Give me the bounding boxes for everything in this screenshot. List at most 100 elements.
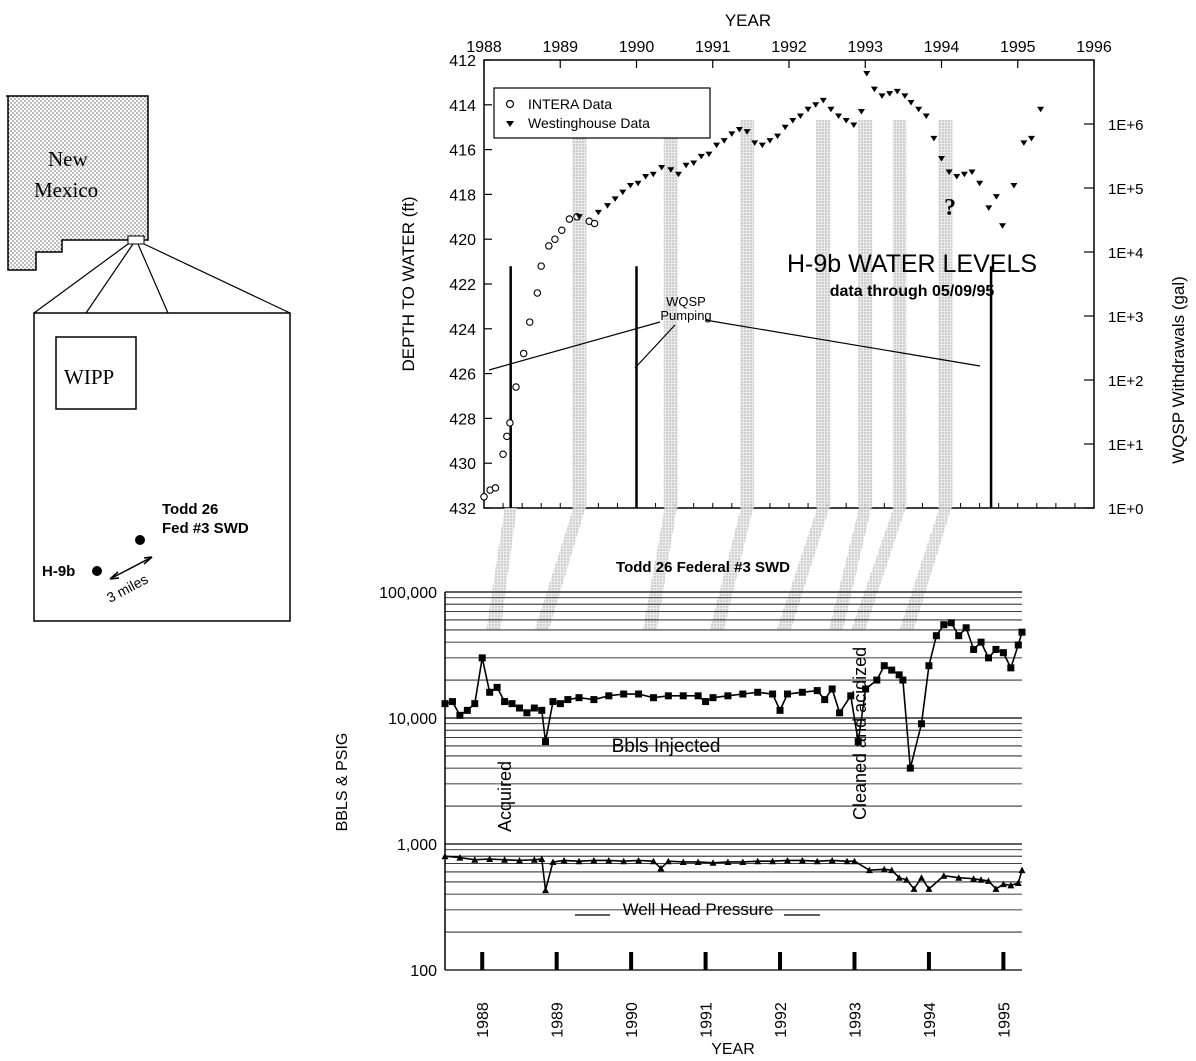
bottom-x-axis-title: YEAR [711,1041,755,1058]
bottom-y-tick-label: 1,000 [397,837,437,854]
inset-connector-line [33,243,129,314]
westinghouse-point [863,70,871,77]
westinghouse-point [827,106,835,113]
pumping-pointer [704,319,981,367]
bottom-y-axis-title: BBLS & PSIG [334,733,351,832]
well-head-pressure-point [739,858,747,865]
cleaned-label: Cleaned and acidized [850,647,870,820]
correlation-band [816,120,831,508]
well-head-pressure-point [850,857,858,865]
chart-correlation-links [486,508,952,630]
westinghouse-point [611,196,619,202]
intera-point [519,349,528,358]
bbls-injected-point [798,688,806,696]
correlation-band [740,120,755,508]
well-head-pressure-point [925,885,933,892]
westinghouse-point [594,209,602,216]
well-head-pressure-point [828,856,836,864]
pumping-correlation-bands [572,120,953,508]
correlation-link-band [851,508,906,630]
distance-arrow [109,556,153,580]
top-x-tick-label: 1991 [695,39,731,56]
bbls-injected-point [970,645,978,653]
bbls-injected-point [463,706,471,714]
bbls-injected-point [635,690,643,698]
westinghouse-point [907,100,915,106]
bbls-injected-point [1014,641,1022,649]
top-x-tick-labels: 1988 1989 1990 1991 1992 1993 1994 1995 1996 [466,39,1112,508]
top-y-tick-label: 418 [449,187,476,204]
westinghouse-point [870,86,878,93]
bottom-series-lines [441,619,1026,916]
bbls-injected-point [925,662,933,670]
westinghouse-point [1010,182,1018,189]
top-y-axis-title: DEPTH TO WATER (ft) [399,196,418,371]
bbls-injected-point [947,619,955,627]
new-mexico-outline [6,95,149,271]
westinghouse-point [575,214,583,220]
westinghouse-point [999,223,1006,229]
westinghouse-point [976,180,984,187]
bottom-x-tick-label: 1990 [624,1002,641,1038]
well-head-pressure-point [605,856,613,864]
well-head-pressure-point [917,874,925,881]
well-head-pressure-line [444,855,1023,891]
westinghouse-point [667,167,675,173]
well-head-pressure-point [694,858,702,865]
pumping-pointer [634,324,676,369]
bottom-x-tick-label: 1992 [773,1002,790,1038]
bbls-injected-point [508,700,516,708]
bbls-injected-point [486,688,494,696]
top-y-tick-label: 428 [449,411,476,428]
uncertain-mark: ? [944,195,956,221]
bbls-injected-point [754,688,762,696]
well-head-pressure-point [888,866,896,874]
h9b-well-marker [92,566,102,576]
intera-point [558,226,566,234]
bbls-injected-point [940,621,948,629]
bbls-injected-point [556,700,564,708]
well-head-pressure-point [657,864,665,872]
intera-point [499,450,507,458]
bbls-injected-point [523,709,531,717]
bottom-x-tick-labels: 1988 1989 1990 1991 1992 1993 1994 1995 [475,952,1013,1038]
bottom-x-tick-label: 1995 [996,1002,1013,1038]
bottom-y-tick-label: 100,000 [379,585,437,602]
bbls-injected-point [854,738,862,746]
correlation-band [892,120,907,508]
h9b-label: H-9b [42,563,75,580]
legend-label-intera: INTERA Data [528,96,612,112]
bbls-injected-point [478,654,486,662]
bbls-injected-point [776,706,784,714]
bbls-injected-point [679,692,687,700]
westinghouse-point [682,162,690,169]
westinghouse-point [1037,106,1045,113]
well-head-pressure-point [1007,881,1015,889]
westinghouse-point [893,88,901,95]
chart-title-line2: data through 05/09/95 [830,283,995,300]
top-y2-tick-label: 1E+1 [1108,437,1143,454]
wqsp-withdrawal-bars [509,266,993,508]
bbls-injected-point [542,738,550,746]
top-legend: INTERA Data Westinghouse Data [493,87,711,139]
top-y-tick-label: 420 [449,232,476,249]
bbls-injected-point [456,711,464,719]
well-head-pressure-point [977,876,985,883]
westinghouse-point [915,106,923,113]
westinghouse-point [766,138,774,144]
westinghouse-point [945,169,953,175]
westinghouse-point [728,131,736,137]
top-y-tick-label: 430 [449,456,476,473]
bbls-injected-point [862,685,870,693]
intera-point [537,262,545,270]
westinghouse-point [649,171,657,178]
top-y2-tick-label: 1E+4 [1108,245,1143,262]
well-head-pressure-point [441,852,449,860]
well-head-pressure-point [843,857,851,865]
bbls-injected-point [493,683,501,691]
westinghouse-point [960,171,968,178]
acquired-label: Acquired [495,761,515,832]
bbls-injected-point [501,698,509,706]
inset-connector-line [85,243,134,314]
bbls-injected-point [1007,664,1015,672]
